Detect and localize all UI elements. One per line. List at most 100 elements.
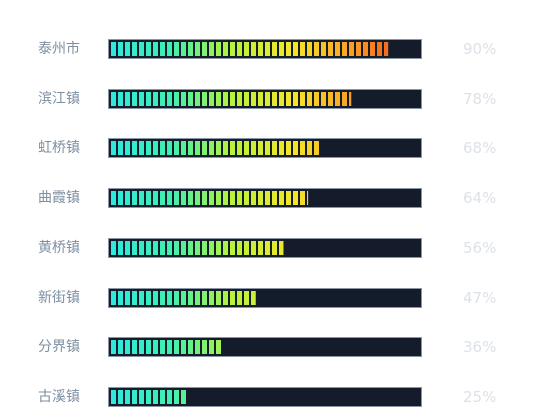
category-label: 滨江镇 <box>38 91 80 107</box>
bar-segment <box>202 241 207 255</box>
bar-segment <box>342 42 347 56</box>
bar-segment <box>202 291 207 305</box>
bar-segment <box>300 141 305 155</box>
bar-track <box>108 288 422 308</box>
bar-segment <box>195 340 200 354</box>
bar-segment <box>202 92 207 106</box>
bar-segment <box>314 92 319 106</box>
bar-track <box>108 89 422 109</box>
bar-segment <box>132 291 137 305</box>
bar-segment <box>188 141 193 155</box>
bar-segment <box>132 390 137 404</box>
bar-segment <box>244 191 249 205</box>
bar-segment <box>202 191 207 205</box>
bar-segment <box>230 291 235 305</box>
bar-segment <box>125 340 130 354</box>
bar-segment <box>188 241 193 255</box>
bar-segment <box>132 92 137 106</box>
bar-segment <box>209 141 214 155</box>
bar-segment <box>293 92 298 106</box>
bar-segment <box>307 42 312 56</box>
bar-segment <box>167 191 172 205</box>
bar-segment <box>139 241 144 255</box>
bar-segment <box>132 340 137 354</box>
bar-segment <box>349 42 354 56</box>
bar-segment <box>202 42 207 56</box>
bar-segment <box>272 241 277 255</box>
bar-segment <box>258 141 263 155</box>
bar-segment <box>314 42 319 56</box>
bar-segment <box>258 241 263 255</box>
bar-segment <box>188 340 193 354</box>
bar-segment <box>111 241 116 255</box>
bar-segment <box>132 42 137 56</box>
bar-segment <box>181 241 186 255</box>
bar-segment <box>118 241 123 255</box>
bar-segment <box>300 42 305 56</box>
bar-segment <box>237 291 242 305</box>
bar-segment <box>237 141 242 155</box>
bar-segment <box>125 191 130 205</box>
bar-segment <box>265 191 270 205</box>
bar-segment <box>265 141 270 155</box>
bar-segment <box>293 42 298 56</box>
value-label: 36% <box>463 338 497 356</box>
bar-segment <box>230 42 235 56</box>
bar-segment <box>195 42 200 56</box>
bar-segment <box>160 141 165 155</box>
bar-segment <box>265 241 270 255</box>
value-label: 90% <box>463 40 497 58</box>
bar-segment <box>321 42 326 56</box>
bar-segment <box>377 42 382 56</box>
value-label: 78% <box>463 90 497 108</box>
category-label: 新街镇 <box>38 290 80 306</box>
bar-segment <box>293 141 298 155</box>
bar-segment <box>335 42 340 56</box>
bar-segment <box>160 291 165 305</box>
bar-track <box>108 39 422 59</box>
category-label: 分界镇 <box>38 339 80 355</box>
bar-segment <box>258 92 263 106</box>
bar-segment <box>363 42 368 56</box>
bar-segment <box>272 141 277 155</box>
bar-segment <box>181 340 186 354</box>
bar-segment <box>335 92 340 106</box>
bar-segment <box>146 92 151 106</box>
value-label: 64% <box>463 189 497 207</box>
bar-segment <box>174 191 179 205</box>
bar-segment <box>174 340 179 354</box>
bar-segment <box>160 92 165 106</box>
bar-track <box>108 238 422 258</box>
bar-segment <box>125 390 130 404</box>
bar-segment <box>237 241 242 255</box>
bar-segment <box>230 241 235 255</box>
bar-segment <box>307 191 309 205</box>
bar-segment <box>265 92 270 106</box>
value-label: 68% <box>463 139 497 157</box>
bar-segment <box>139 191 144 205</box>
bar-track <box>108 337 422 357</box>
bar-track <box>108 188 422 208</box>
bar-segment <box>181 390 186 404</box>
bar-segment <box>370 42 375 56</box>
category-label: 泰州市 <box>38 41 80 57</box>
bar-segment <box>265 42 270 56</box>
bar-segment <box>132 191 137 205</box>
bar-segment <box>139 42 144 56</box>
bar-segment <box>328 92 333 106</box>
bar-segment <box>223 291 228 305</box>
bar-segment <box>244 42 249 56</box>
bar-segment <box>188 191 193 205</box>
bar-segment <box>132 241 137 255</box>
bar-segment <box>251 191 256 205</box>
bar-segment <box>216 241 221 255</box>
bar-segment <box>314 141 319 155</box>
bar-segment <box>251 141 256 155</box>
bar-segment <box>251 241 256 255</box>
value-label: 56% <box>463 239 497 257</box>
bar-segment <box>237 92 242 106</box>
bar-fill <box>111 141 319 155</box>
bar-segment <box>174 390 179 404</box>
bar-segment <box>244 141 249 155</box>
